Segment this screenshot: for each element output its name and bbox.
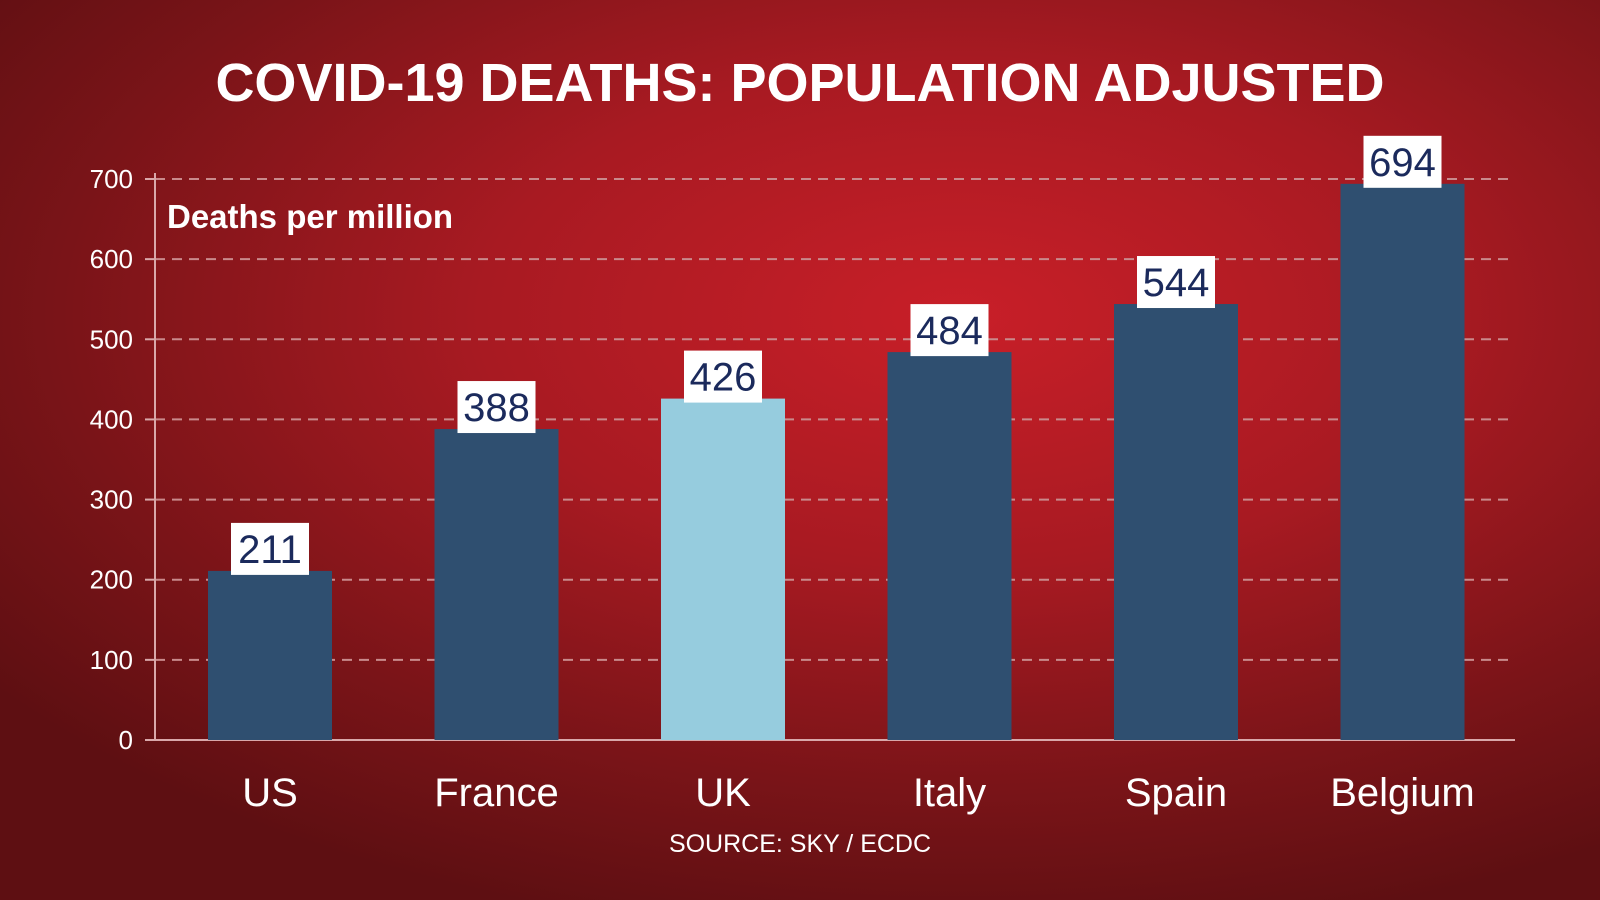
source-caption: SOURCE: SKY / ECDC xyxy=(668,830,932,858)
bar-uk xyxy=(661,398,785,740)
bar-us xyxy=(208,570,332,740)
y-tick-label: 500 xyxy=(90,324,133,354)
value-label: 426 xyxy=(690,356,757,400)
value-label-box xyxy=(1137,256,1215,309)
bar-italy xyxy=(887,352,1012,740)
y-tick-label: 300 xyxy=(90,485,133,515)
y-tick-label: 400 xyxy=(90,404,133,434)
value-label-box xyxy=(910,304,989,357)
value-label: 211 xyxy=(238,528,302,572)
value-label: 544 xyxy=(1143,261,1210,305)
chart-title: COVID-19 DEATHS: POPULATION ADJUSTED xyxy=(215,53,1385,113)
y-tick-label: 200 xyxy=(90,565,133,595)
category-label: Belgium xyxy=(1330,771,1475,815)
bar-belgium xyxy=(1340,183,1465,740)
y-tick-label: 600 xyxy=(90,244,133,274)
value-label: 694 xyxy=(1369,141,1436,185)
value-label-box xyxy=(684,350,762,403)
category-label: France xyxy=(434,771,559,815)
category-label: US xyxy=(242,771,298,815)
value-label-box xyxy=(231,522,309,575)
y-tick-label: 100 xyxy=(90,645,133,675)
value-label: 388 xyxy=(463,386,530,430)
value-label: 484 xyxy=(916,309,983,353)
value-label-box xyxy=(1363,135,1442,188)
bar-spain xyxy=(1114,304,1238,740)
category-label: Spain xyxy=(1125,771,1227,815)
bar-france xyxy=(434,429,559,740)
y-tick-label: 0 xyxy=(119,725,133,755)
y-axis-label: Deaths per million xyxy=(167,198,453,235)
value-label-box xyxy=(457,381,536,434)
category-label: UK xyxy=(695,771,751,815)
category-label: Italy xyxy=(913,771,986,815)
y-tick-label: 700 xyxy=(90,164,133,194)
